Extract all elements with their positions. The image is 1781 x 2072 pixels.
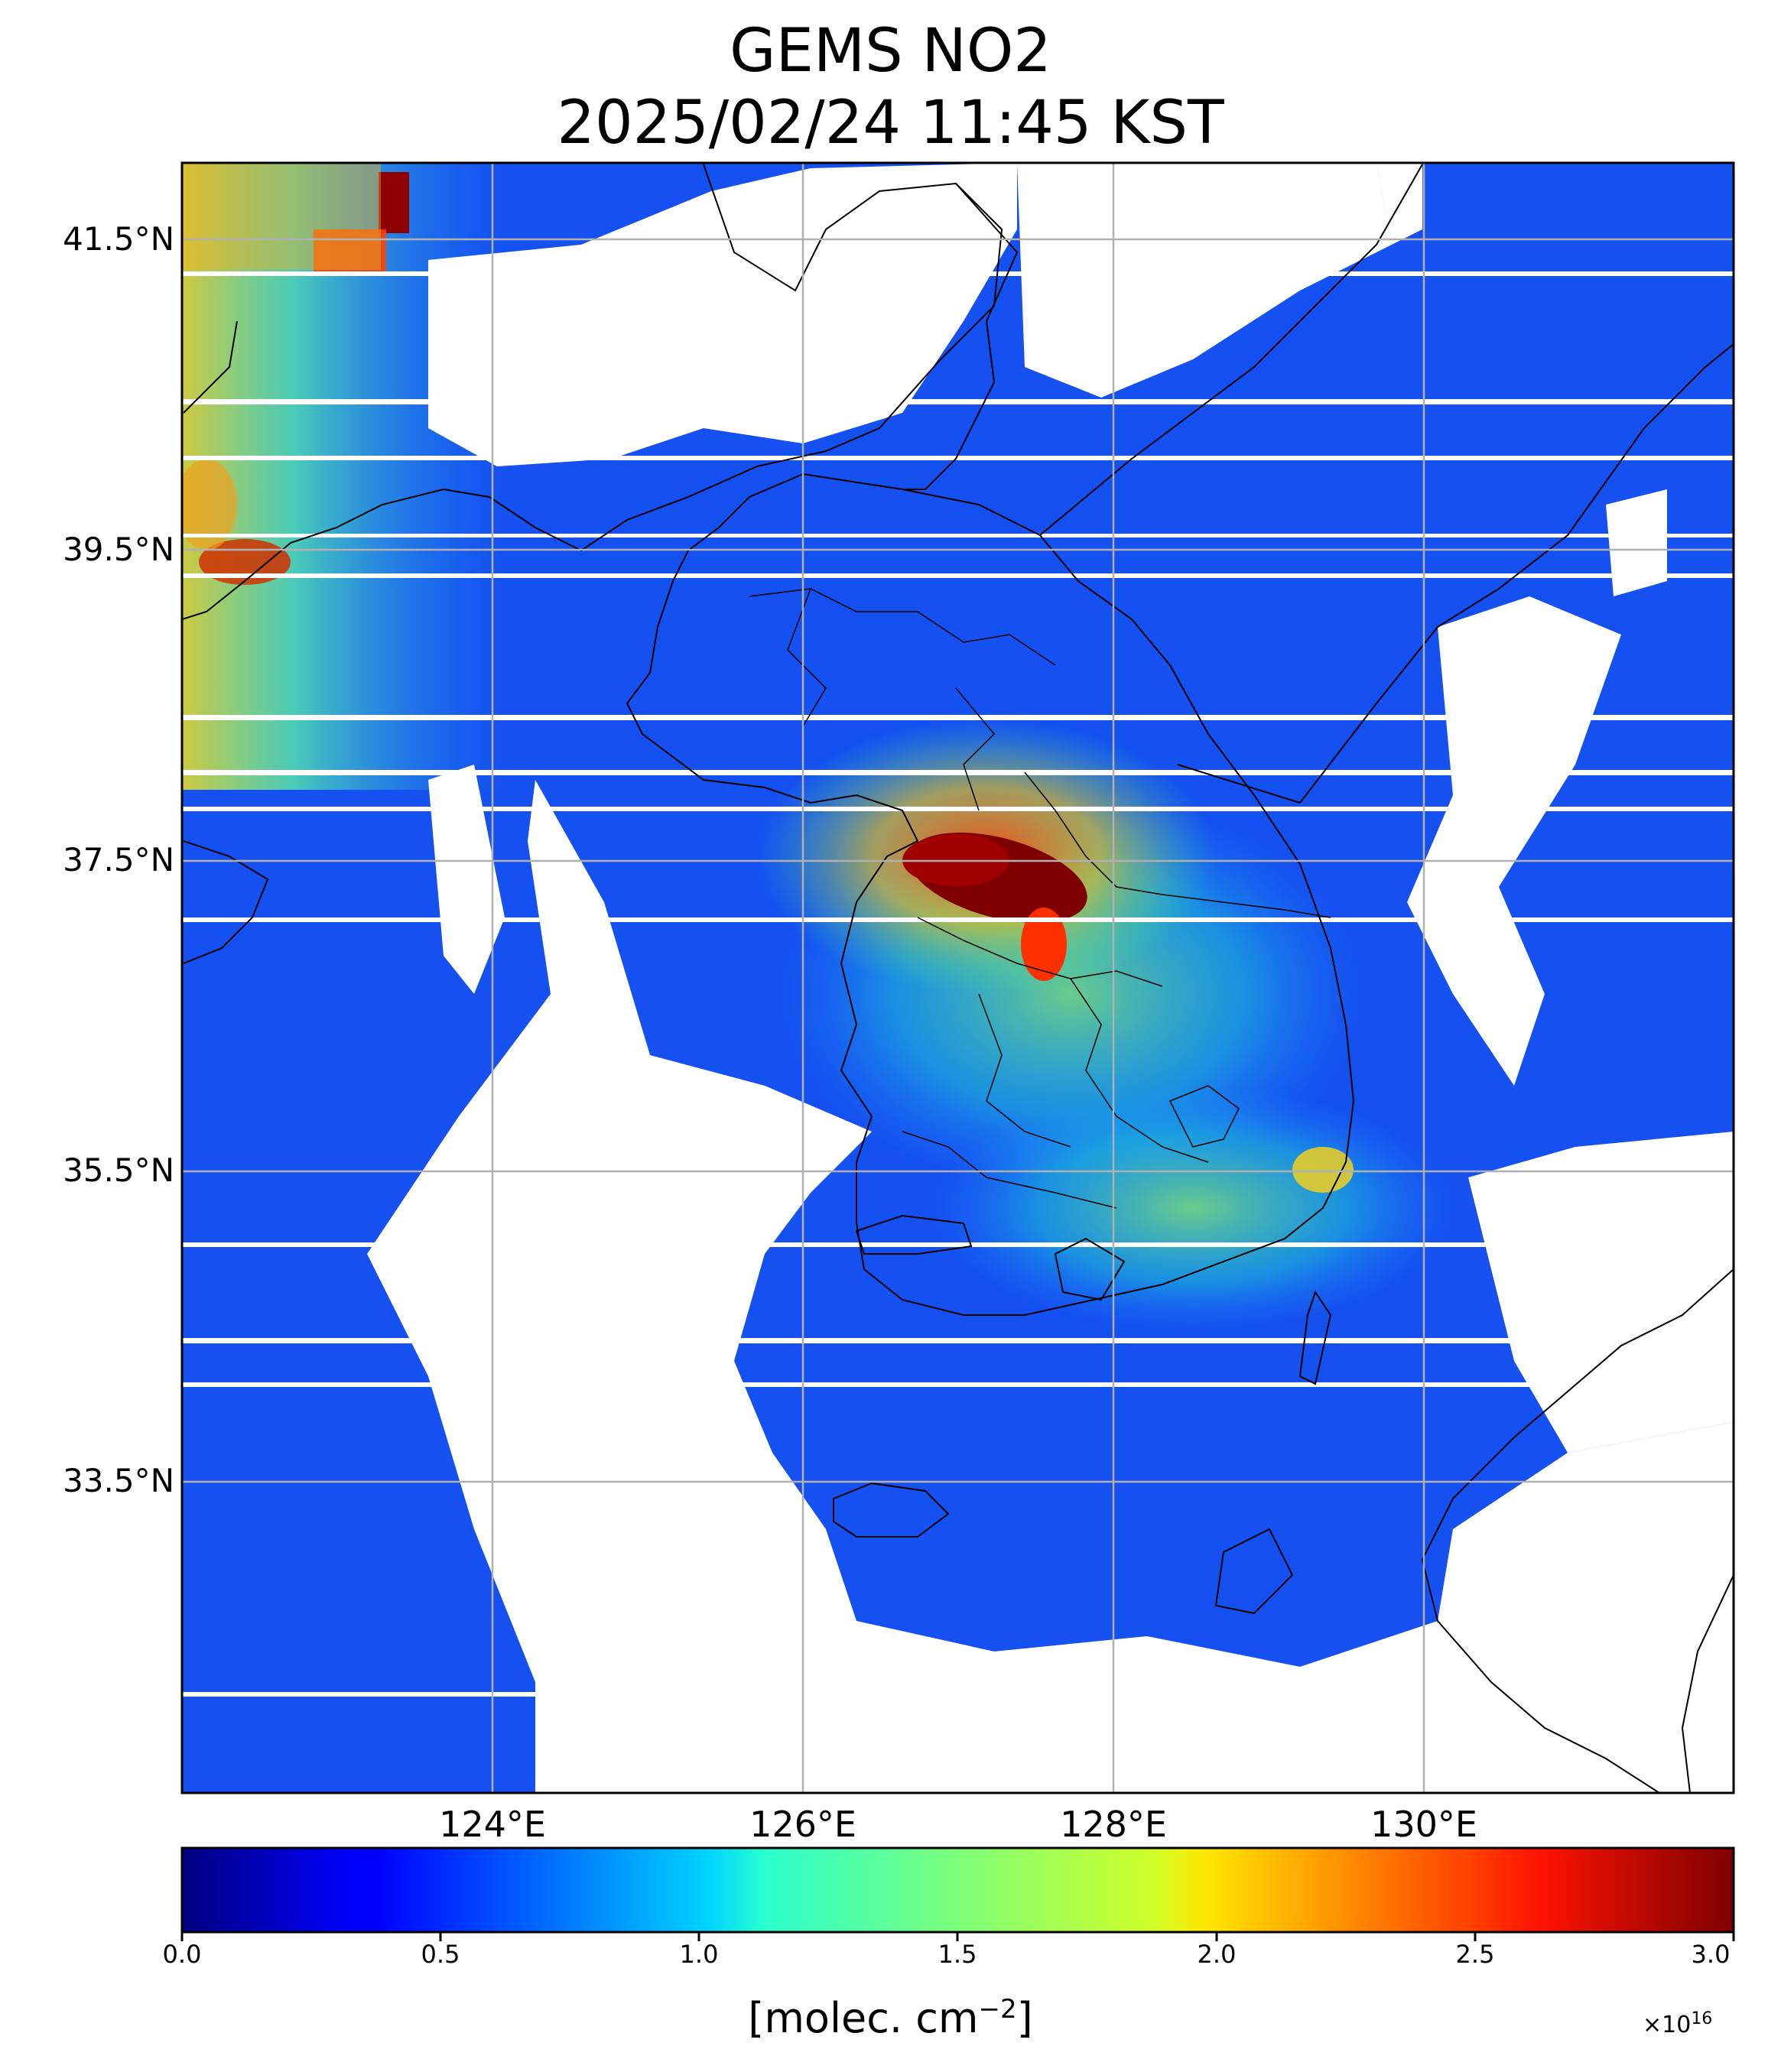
northwest-hotspot bbox=[182, 163, 409, 275]
colorbar-tick-0: 0.0 bbox=[162, 1940, 202, 1969]
lat-tick-35-5: 35.5°N bbox=[63, 1151, 174, 1189]
lat-tick-41-5: 41.5°N bbox=[63, 220, 174, 258]
map-title: GEMS NO2 bbox=[730, 17, 1051, 86]
colorbar-tick-2: 1.0 bbox=[679, 1940, 719, 1969]
map-plot-area bbox=[182, 163, 1734, 1793]
coastlines bbox=[182, 164, 1734, 1793]
lon-tick-128: 128°E bbox=[1060, 1804, 1167, 1845]
lat-tick-37-5: 37.5°N bbox=[63, 841, 174, 878]
lat-tick-39-5: 39.5°N bbox=[63, 531, 174, 568]
liaodong-west-glow bbox=[182, 459, 237, 550]
busan-hotspot bbox=[1292, 1147, 1354, 1193]
lon-tick-124: 124°E bbox=[439, 1804, 546, 1845]
colorbar-ticks bbox=[180, 1932, 1735, 1941]
map-subtitle-datetime: 2025/02/24 11:45 KST bbox=[557, 89, 1224, 158]
swath-gaps bbox=[182, 271, 1734, 1697]
lon-tick-130: 130°E bbox=[1370, 1804, 1477, 1845]
colorbar-tick-1: 0.5 bbox=[421, 1940, 460, 1969]
colorbar bbox=[182, 1848, 1734, 1932]
map-frame bbox=[180, 161, 1735, 1794]
colorbar-multiplier: ×1016 bbox=[1643, 2009, 1713, 2038]
colorbar-tick-4: 2.0 bbox=[1197, 1940, 1237, 1969]
colorbar-tick-6: 3.0 bbox=[1691, 1940, 1731, 1969]
no-data-regions bbox=[367, 163, 1734, 1793]
colorbar-tick-5: 2.5 bbox=[1455, 1940, 1495, 1969]
colorbar-unit-label: [molec. cm−2] bbox=[748, 1994, 1033, 2042]
lon-tick-126: 126°E bbox=[749, 1804, 856, 1845]
colorbar-tick-3: 1.5 bbox=[938, 1940, 977, 1969]
gridlines bbox=[182, 163, 1734, 1793]
seoul-hotspot bbox=[902, 832, 1087, 981]
no2-korea-south bbox=[933, 1086, 1453, 1330]
lat-tick-33-5: 33.5°N bbox=[63, 1462, 174, 1499]
admin-borders bbox=[749, 588, 1331, 1209]
